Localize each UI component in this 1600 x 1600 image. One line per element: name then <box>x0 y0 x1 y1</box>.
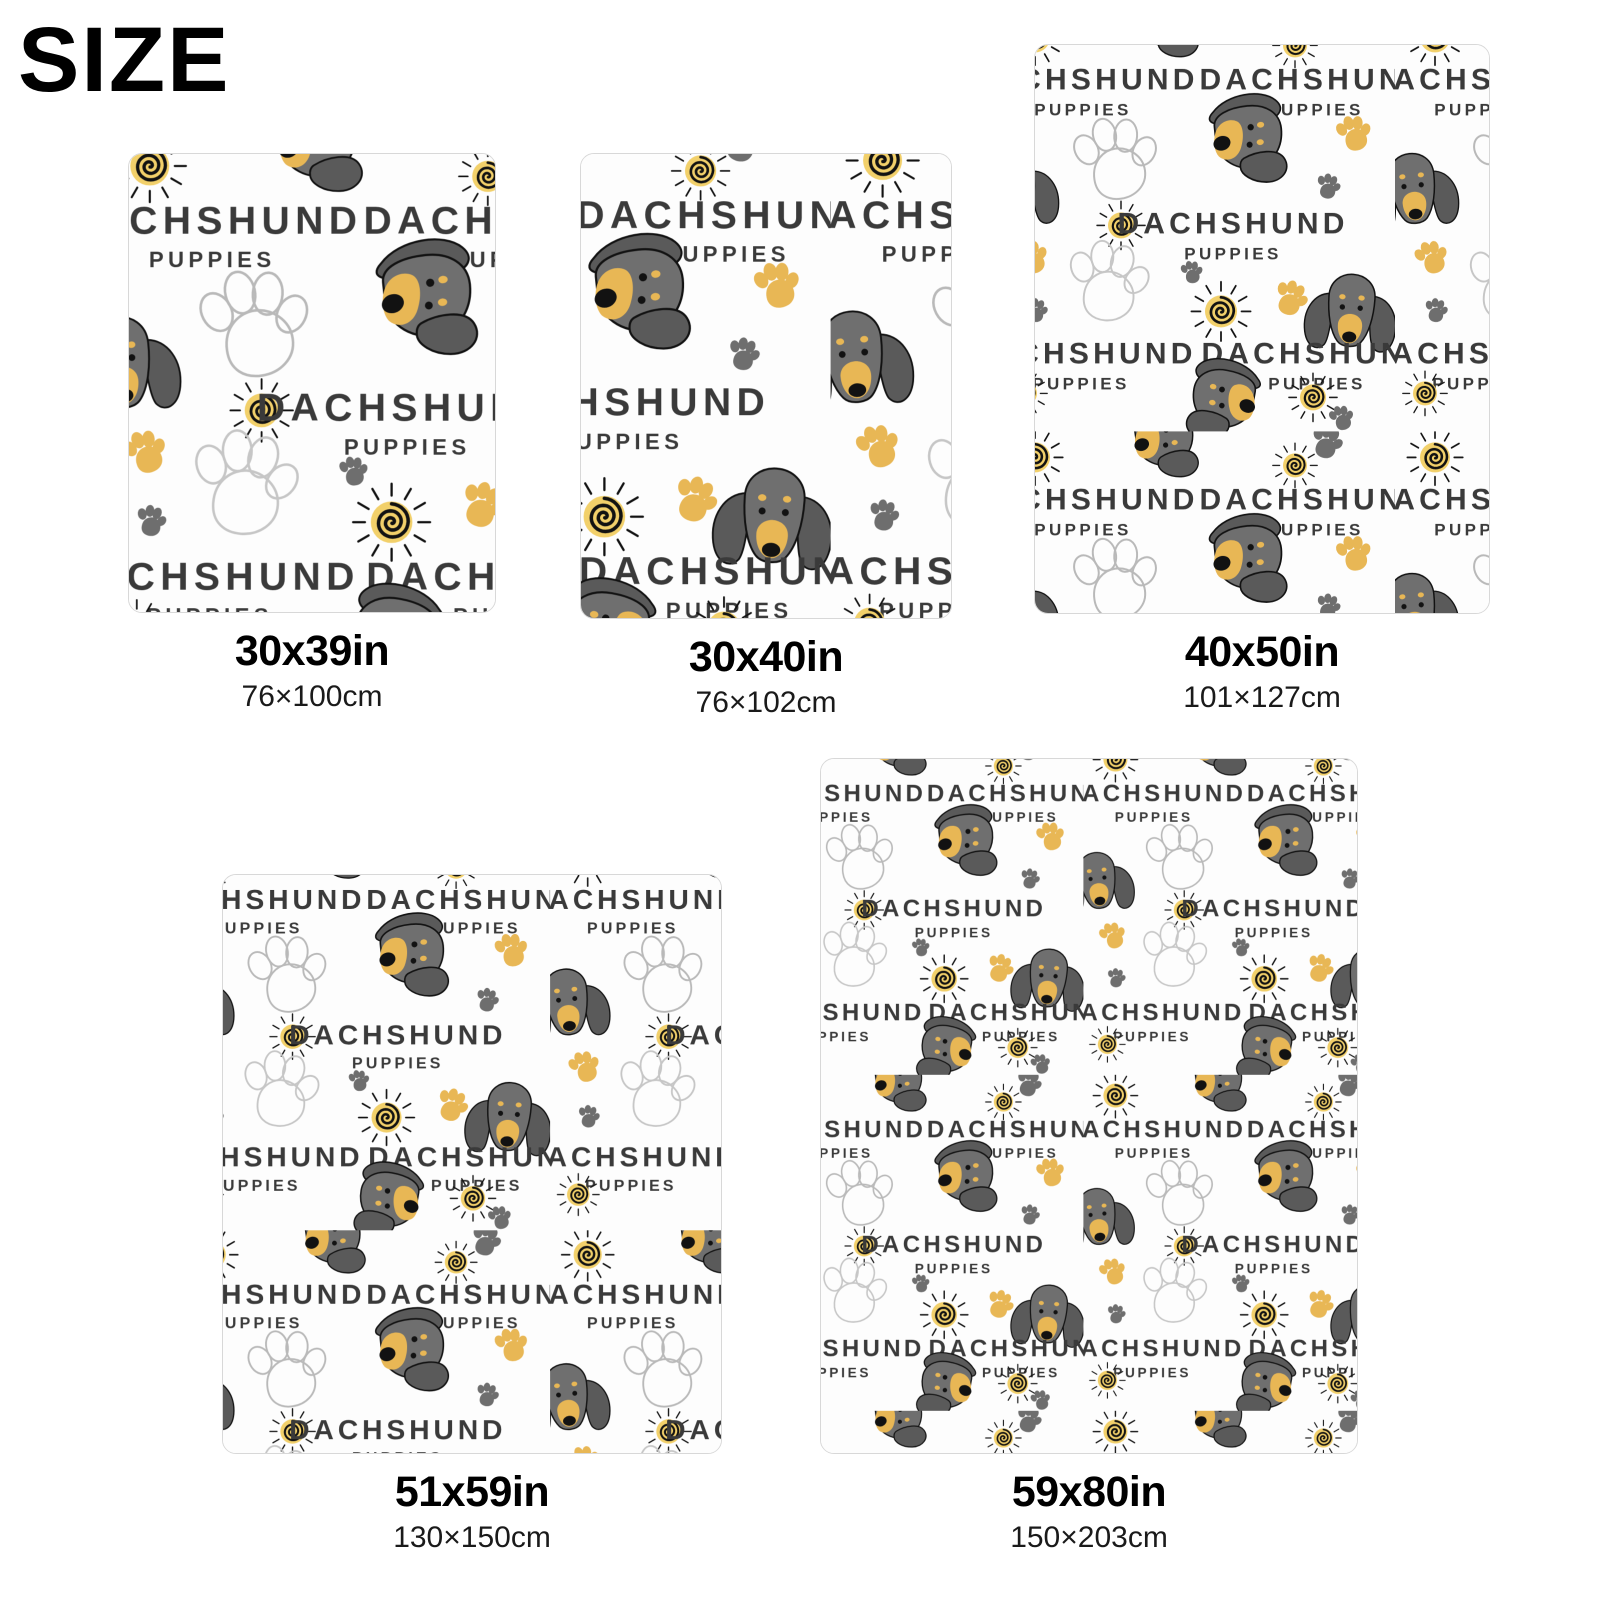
pattern-fill: DACHSHUND PUPPIES DACHSHUND PUPPIES <box>129 154 495 612</box>
size-label-inches: 30x40in <box>688 633 844 681</box>
pattern-fill: DACHSHUND PUPPIES DACHSHUND PUPPIES <box>821 759 1357 1453</box>
blanket-preview-51x59[interactable]: DACHSHUND PUPPIES DACHSHUND PUPPIES <box>222 874 722 1454</box>
size-label-inches: 40x50in <box>1184 628 1340 676</box>
size-label-inches: 51x59in <box>394 1468 550 1516</box>
size-label-cm: 76×100cm <box>241 680 383 714</box>
size-label-cm: 76×102cm <box>695 686 837 720</box>
page-title: SIZE <box>18 9 231 111</box>
pattern-fill: DACHSHUND PUPPIES DACHSHUND PUPPIES <box>1035 45 1489 613</box>
blanket-preview-30x40[interactable]: DACHSHUND PUPPIES DACHSHUND PUPPIES <box>580 153 952 619</box>
size-label-inches: 30x39in <box>234 627 390 675</box>
blanket-preview-40x50[interactable]: DACHSHUND PUPPIES DACHSHUND PUPPIES <box>1034 44 1490 614</box>
pattern-fill: DACHSHUND PUPPIES DACHSHUND PUPPIES <box>581 154 951 618</box>
blanket-preview-59x80[interactable]: DACHSHUND PUPPIES DACHSHUND PUPPIES <box>820 758 1358 1454</box>
size-label-cm: 101×127cm <box>1183 681 1341 715</box>
size-label-inches: 59x80in <box>1011 1468 1167 1516</box>
pattern-fill: DACHSHUND PUPPIES DACHSHUND PUPPIES <box>223 875 721 1453</box>
size-label-cm: 130×150cm <box>393 1521 551 1555</box>
size-label-cm: 150×203cm <box>1010 1521 1168 1555</box>
blanket-preview-30x39[interactable]: DACHSHUND PUPPIES DACHSHUND PUPPIES <box>128 153 496 613</box>
